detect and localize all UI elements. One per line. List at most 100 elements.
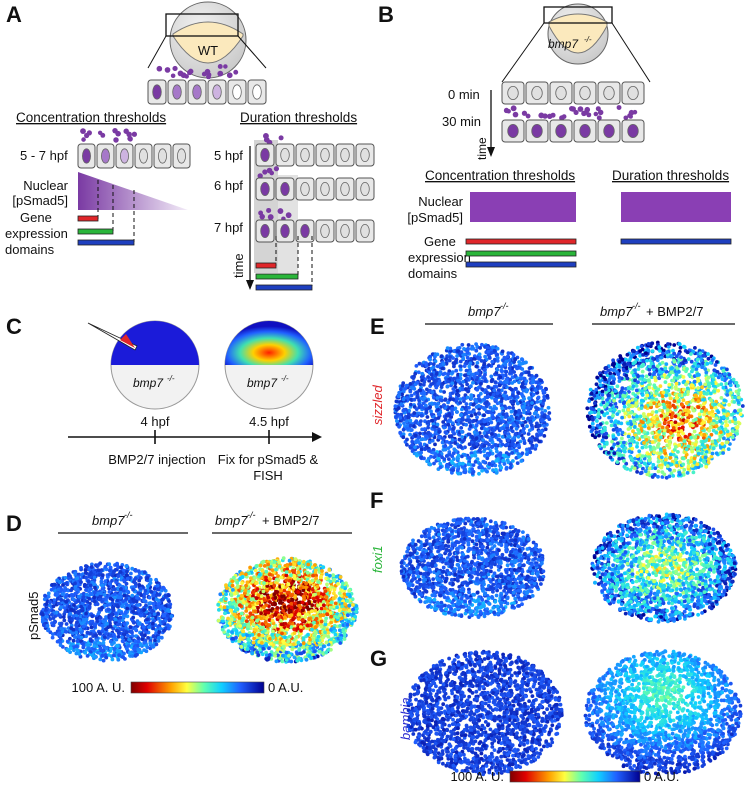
- scatter-point: [97, 610, 101, 615]
- d-col2-sup: -/-: [247, 510, 256, 520]
- scatter-point: [57, 631, 62, 636]
- scatter-point: [144, 649, 149, 654]
- scatter-point: [55, 592, 60, 597]
- scatter-point: [142, 570, 147, 575]
- scatter-point: [133, 569, 138, 573]
- scatter-point: [82, 582, 87, 587]
- scatter-point: [268, 572, 272, 577]
- scatter-point: [152, 612, 157, 616]
- scatter-point: [297, 561, 301, 566]
- ligand-dot: [547, 113, 553, 119]
- ligand-dot: [525, 113, 531, 119]
- scatter-point: [241, 633, 246, 637]
- nucleus: [340, 223, 350, 238]
- b-nuclear-1: Nuclear: [418, 194, 463, 209]
- scatter-point: [463, 467, 467, 472]
- scatter-point: [58, 613, 62, 618]
- scatter-point: [44, 611, 49, 616]
- nucleus: [300, 147, 310, 162]
- scatter-point: [246, 637, 250, 642]
- scatter-point: [108, 621, 112, 626]
- scatter-point: [296, 640, 301, 645]
- scatter-point: [262, 581, 266, 585]
- scatter-point: [108, 624, 113, 629]
- scatter-point: [59, 598, 64, 602]
- scatter-point: [115, 628, 119, 633]
- scatter-point: [458, 367, 463, 372]
- scatter-point: [230, 583, 235, 588]
- scatter-point: [266, 610, 271, 615]
- scatter-point: [295, 566, 300, 571]
- scatter-point: [101, 658, 106, 663]
- scatter-point: [154, 597, 159, 602]
- scatter-point: [134, 611, 139, 615]
- scatter-point: [443, 398, 448, 402]
- scatter-point: [522, 376, 527, 381]
- scatter-point: [145, 617, 149, 622]
- scatter-point: [40, 612, 45, 617]
- scatter-point: [440, 440, 445, 445]
- d-blob-control: [39, 561, 175, 663]
- scatter-point: [111, 606, 116, 610]
- scatter-point: [463, 453, 467, 457]
- scatter-point: [495, 367, 500, 372]
- ligand-dot: [616, 105, 622, 110]
- ligand-dot: [170, 73, 176, 79]
- e-col1: bmp7: [468, 304, 501, 319]
- scatter-point: [52, 620, 57, 625]
- scatter-point: [314, 616, 319, 621]
- scatter-point: [151, 593, 156, 598]
- scatter-point: [276, 578, 281, 583]
- scatter-point: [456, 453, 461, 458]
- scatter-point: [124, 630, 129, 634]
- scatter-point: [81, 591, 86, 596]
- scatter-point: [240, 618, 245, 623]
- scatter-point: [95, 638, 99, 643]
- scatter-point: [167, 618, 172, 623]
- scatter-point: [87, 604, 92, 609]
- scatter-point: [287, 558, 292, 563]
- scatter-point: [266, 562, 270, 567]
- scatter-point: [239, 644, 244, 649]
- nucleus: [531, 124, 543, 139]
- scatter-point: [521, 436, 525, 441]
- scatter-point: [516, 434, 521, 439]
- scatter-point: [487, 363, 491, 367]
- scatter-point: [104, 632, 108, 636]
- nucleus: [360, 147, 370, 162]
- scatter-point: [136, 569, 141, 574]
- scatter-point: [67, 615, 72, 620]
- nucleus: [280, 181, 290, 196]
- d-row-label: pSmad5: [26, 592, 41, 640]
- scatter-point: [103, 564, 108, 569]
- scatter-point: [112, 640, 116, 645]
- scatter-point: [93, 585, 97, 590]
- scatter-point: [306, 632, 310, 637]
- scatter-point: [272, 651, 277, 656]
- scatter-point: [157, 593, 162, 597]
- scatter-point: [100, 605, 104, 610]
- scatter-point: [401, 435, 406, 440]
- scatter-point: [253, 628, 258, 633]
- scatter-point: [414, 364, 419, 368]
- scatter-point: [169, 614, 174, 618]
- scatter-point: [499, 369, 504, 374]
- nucleus: [320, 223, 330, 238]
- scatter-point: [134, 599, 139, 604]
- d-colorbar: [130, 681, 265, 694]
- scatter-point: [525, 406, 530, 410]
- scatter-point: [425, 415, 430, 419]
- ligand-dot: [510, 105, 517, 112]
- scatter-point: [151, 601, 156, 606]
- ligand-dot: [164, 67, 171, 73]
- scatter-point: [277, 615, 281, 620]
- scatter-point: [520, 367, 525, 371]
- scatter-point: [442, 390, 446, 394]
- nucleus: [260, 147, 270, 162]
- scatter-point: [70, 631, 75, 635]
- panel-c: C bmp7 -/- bmp7 -/- 4 hpf 4.5 hpf BMP2/7…: [6, 314, 322, 483]
- scatter-point: [245, 647, 250, 651]
- c-embryo-1-label: bmp7: [133, 376, 164, 390]
- a-dur-red: [255, 262, 277, 269]
- nucleus: [120, 148, 129, 164]
